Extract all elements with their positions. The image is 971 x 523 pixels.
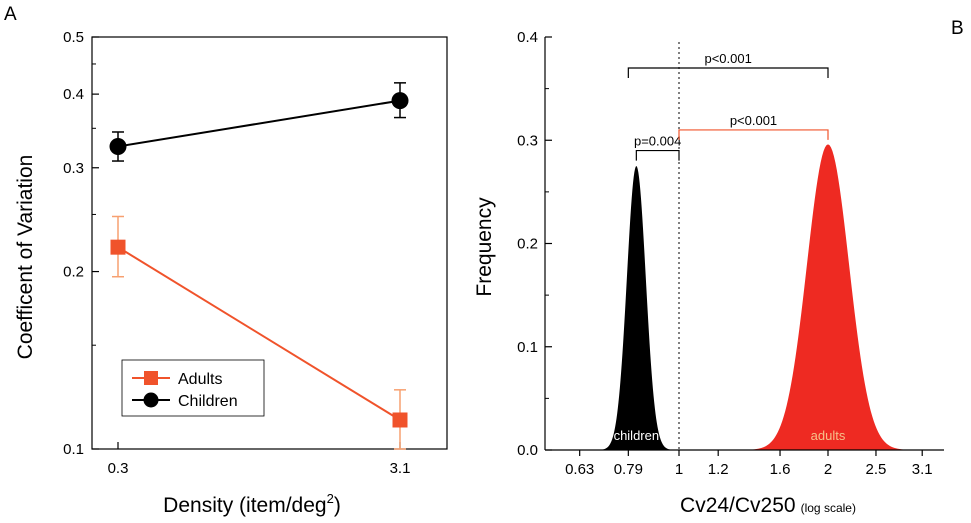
panel-b-x-axis-title: Cv24/Cv250 (log scale) — [680, 494, 856, 517]
b-significance-label: p=0.004 — [634, 134, 681, 149]
b-x-tick-label: 1 — [675, 461, 683, 478]
panel-a-legend: Adults Children — [121, 359, 265, 417]
b-significance-label: p<0.001 — [730, 113, 777, 128]
panel-a-series — [109, 82, 409, 450]
panel-b-areas: children adults — [596, 144, 917, 450]
a-y-tick-label: 0.3 — [63, 160, 84, 177]
legend-children-label: Children — [178, 393, 238, 410]
a-point-circle — [391, 92, 409, 110]
a-series-line-adults — [117, 246, 401, 421]
a-y-tick-label: 0.1 — [63, 441, 84, 458]
b-x-tick-label: 2.5 — [866, 461, 887, 478]
b-y-tick-label: 0.0 — [517, 442, 538, 459]
b-x-title-note: (log scale) — [801, 501, 856, 515]
b-significance-bracket — [627, 67, 829, 78]
panel-b-label: B — [951, 18, 964, 39]
b-significance-bracket — [678, 129, 829, 140]
panel-b-y-ticks: 0.0 0.1 0.2 0.3 0.4 — [517, 29, 552, 459]
b-x-tick-label: 1.2 — [708, 461, 729, 478]
b-y-tick-label: 0.4 — [517, 29, 538, 46]
b-significance-label: p<0.001 — [704, 51, 751, 66]
b-x-tick-label: 2 — [824, 461, 832, 478]
b-x-tick-label: 3.1 — [912, 461, 933, 478]
b-x-tick-label: 0.63 — [565, 461, 594, 478]
a-point-square — [110, 239, 126, 255]
b-significance-bracket — [635, 149, 680, 161]
b-x-tick-label: 0.79 — [614, 461, 643, 478]
panel-b-density-chart: children adults p=0.004 p<0.001 p<0.001 0.0… — [473, 29, 944, 517]
b-area-label-adults: adults — [811, 428, 846, 443]
legend-adults-square-icon — [144, 371, 158, 385]
legend-children-circle-icon — [143, 392, 159, 408]
b-area-children — [596, 166, 677, 450]
panel-a-x-ticks: 0.3 3.1 — [108, 442, 411, 477]
b-y-tick-label: 0.3 — [517, 132, 538, 149]
a-point-circle — [109, 137, 127, 155]
b-x-title-main: Cv24/Cv250 — [680, 494, 796, 517]
panel-a-label: A — [4, 4, 17, 25]
x-title-main: Density (item/deg — [163, 494, 326, 517]
legend-adults-label: Adults — [178, 371, 222, 388]
a-x-tick-label: 0.3 — [108, 460, 129, 477]
x-title-superscript: 2 — [327, 491, 334, 506]
x-title-close: ) — [334, 494, 341, 517]
b-area-adults — [739, 144, 917, 450]
panel-a-line-chart: 0.1 0.2 0.3 0.4 0.5 0.3 3.1 Coefficent of Var… — [14, 29, 448, 517]
b-y-tick-label: 0.1 — [517, 339, 538, 356]
panel-b-y-axis-title: Frequency — [473, 197, 496, 297]
panel-a-y-ticks: 0.1 0.2 0.3 0.4 0.5 — [63, 29, 99, 458]
panel-b-annotations: p=0.004 p<0.001 p<0.001 — [627, 51, 829, 161]
a-point-square — [392, 412, 408, 428]
panel-a-frame — [91, 36, 448, 450]
a-series-line-children — [117, 99, 401, 148]
a-y-tick-label: 0.5 — [63, 29, 84, 46]
b-y-tick-label: 0.2 — [517, 236, 538, 253]
a-y-tick-label: 0.2 — [63, 264, 84, 281]
legend-box — [121, 359, 265, 417]
b-area-label-children: children — [614, 428, 660, 443]
a-y-tick-label: 0.4 — [63, 86, 84, 103]
b-x-tick-label: 1.6 — [770, 461, 791, 478]
panel-b-x-ticks: 0.63 0.79 1 1.2 1.6 2 2.5 3.1 — [565, 450, 933, 478]
panel-a-x-axis-title: Density (item/deg2) — [163, 491, 341, 517]
a-x-tick-label: 3.1 — [390, 460, 411, 477]
panel-a-y-axis-title: Coefficent of Variation — [14, 155, 37, 360]
